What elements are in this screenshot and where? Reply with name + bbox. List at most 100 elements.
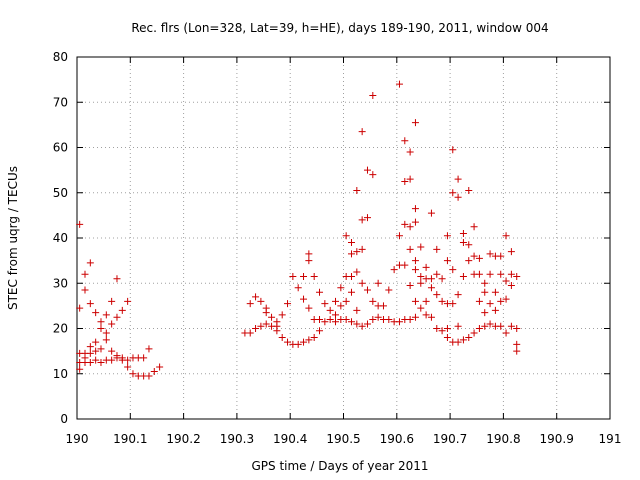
- data-point: [358, 279, 366, 287]
- data-point: [92, 338, 100, 346]
- data-point: [332, 297, 340, 305]
- data-point: [417, 279, 425, 287]
- data-point: [443, 257, 451, 265]
- data-point: [353, 306, 361, 314]
- data-point: [363, 320, 371, 328]
- data-point: [347, 250, 355, 258]
- data-point: [86, 259, 94, 267]
- data-point: [395, 318, 403, 326]
- data-point: [454, 175, 462, 183]
- y-tick-label: 10: [53, 367, 68, 381]
- data-point: [433, 270, 441, 278]
- x-tick-label: 190.6: [380, 432, 414, 446]
- data-point: [332, 311, 340, 319]
- data-point: [449, 266, 457, 274]
- data-point: [507, 248, 515, 256]
- data-point: [326, 306, 334, 314]
- data-point: [417, 272, 425, 280]
- data-point: [124, 363, 132, 371]
- data-point: [369, 297, 377, 305]
- data-point: [475, 325, 483, 332]
- x-tick-label: 190.8: [486, 432, 520, 446]
- data-point: [417, 243, 425, 251]
- y-tick-label: 40: [53, 231, 68, 245]
- data-point: [438, 327, 446, 335]
- data-point: [513, 340, 521, 348]
- x-tick-label: 190.3: [220, 432, 254, 446]
- data-point: [326, 315, 334, 323]
- data-point: [443, 232, 451, 240]
- data-point: [502, 277, 510, 285]
- data-point: [81, 270, 89, 278]
- data-point: [102, 311, 110, 319]
- data-point: [385, 286, 393, 294]
- data-point: [406, 148, 414, 156]
- data-point: [491, 288, 499, 296]
- data-point: [459, 229, 467, 237]
- data-point: [321, 318, 329, 326]
- data-point: [449, 300, 457, 308]
- data-point: [92, 309, 100, 317]
- data-point: [459, 239, 467, 247]
- data-point: [481, 288, 489, 296]
- data-point: [438, 275, 446, 283]
- data-point: [316, 327, 324, 335]
- data-point: [411, 313, 419, 321]
- data-point: [433, 245, 441, 253]
- data-point: [379, 302, 387, 310]
- data-point: [76, 365, 84, 373]
- data-point: [486, 250, 494, 258]
- data-point: [300, 295, 308, 303]
- data-point: [310, 334, 318, 342]
- data-point: [337, 302, 345, 310]
- data-points: [76, 80, 521, 380]
- data-point: [102, 329, 110, 337]
- data-point: [246, 300, 254, 308]
- data-point: [374, 313, 382, 321]
- data-point: [422, 263, 430, 271]
- data-point: [86, 300, 94, 308]
- data-point: [481, 309, 489, 317]
- x-tick-label: 190.1: [113, 432, 147, 446]
- data-point: [347, 318, 355, 326]
- data-point: [507, 270, 515, 278]
- data-point: [401, 177, 409, 185]
- data-point: [502, 232, 510, 240]
- y-tick-label: 30: [53, 276, 68, 290]
- x-tick-label: 190.5: [326, 432, 360, 446]
- data-point: [427, 313, 435, 321]
- data-point: [411, 297, 419, 305]
- plot-frame: [76, 56, 611, 420]
- x-tick-label: 191: [599, 432, 622, 446]
- data-point: [475, 297, 483, 305]
- data-point: [342, 297, 350, 305]
- data-point: [465, 241, 473, 249]
- data-point: [507, 322, 515, 330]
- data-point: [353, 320, 361, 328]
- data-point: [347, 239, 355, 247]
- data-point: [406, 223, 414, 231]
- data-point: [145, 372, 153, 380]
- x-tick-label: 190.7: [433, 432, 467, 446]
- data-point: [507, 282, 515, 290]
- data-point: [353, 248, 361, 256]
- data-point: [411, 218, 419, 226]
- data-point: [342, 232, 350, 240]
- data-point: [273, 327, 281, 335]
- data-point: [497, 297, 505, 305]
- data-point: [363, 286, 371, 294]
- data-point: [390, 266, 398, 274]
- x-tick-labels: 190 190.1 190.2 190.3 190.4 190.5 190.6 190.7 19…: [66, 432, 622, 446]
- data-point: [300, 338, 308, 346]
- data-point: [502, 329, 510, 337]
- data-point: [342, 315, 350, 323]
- data-point: [374, 279, 382, 287]
- x-tick-label: 190.4: [273, 432, 307, 446]
- data-point: [262, 320, 270, 328]
- data-point: [257, 322, 265, 330]
- grid-lines: [77, 57, 610, 419]
- data-point: [252, 293, 260, 301]
- data-point: [268, 313, 276, 321]
- data-point: [81, 286, 89, 294]
